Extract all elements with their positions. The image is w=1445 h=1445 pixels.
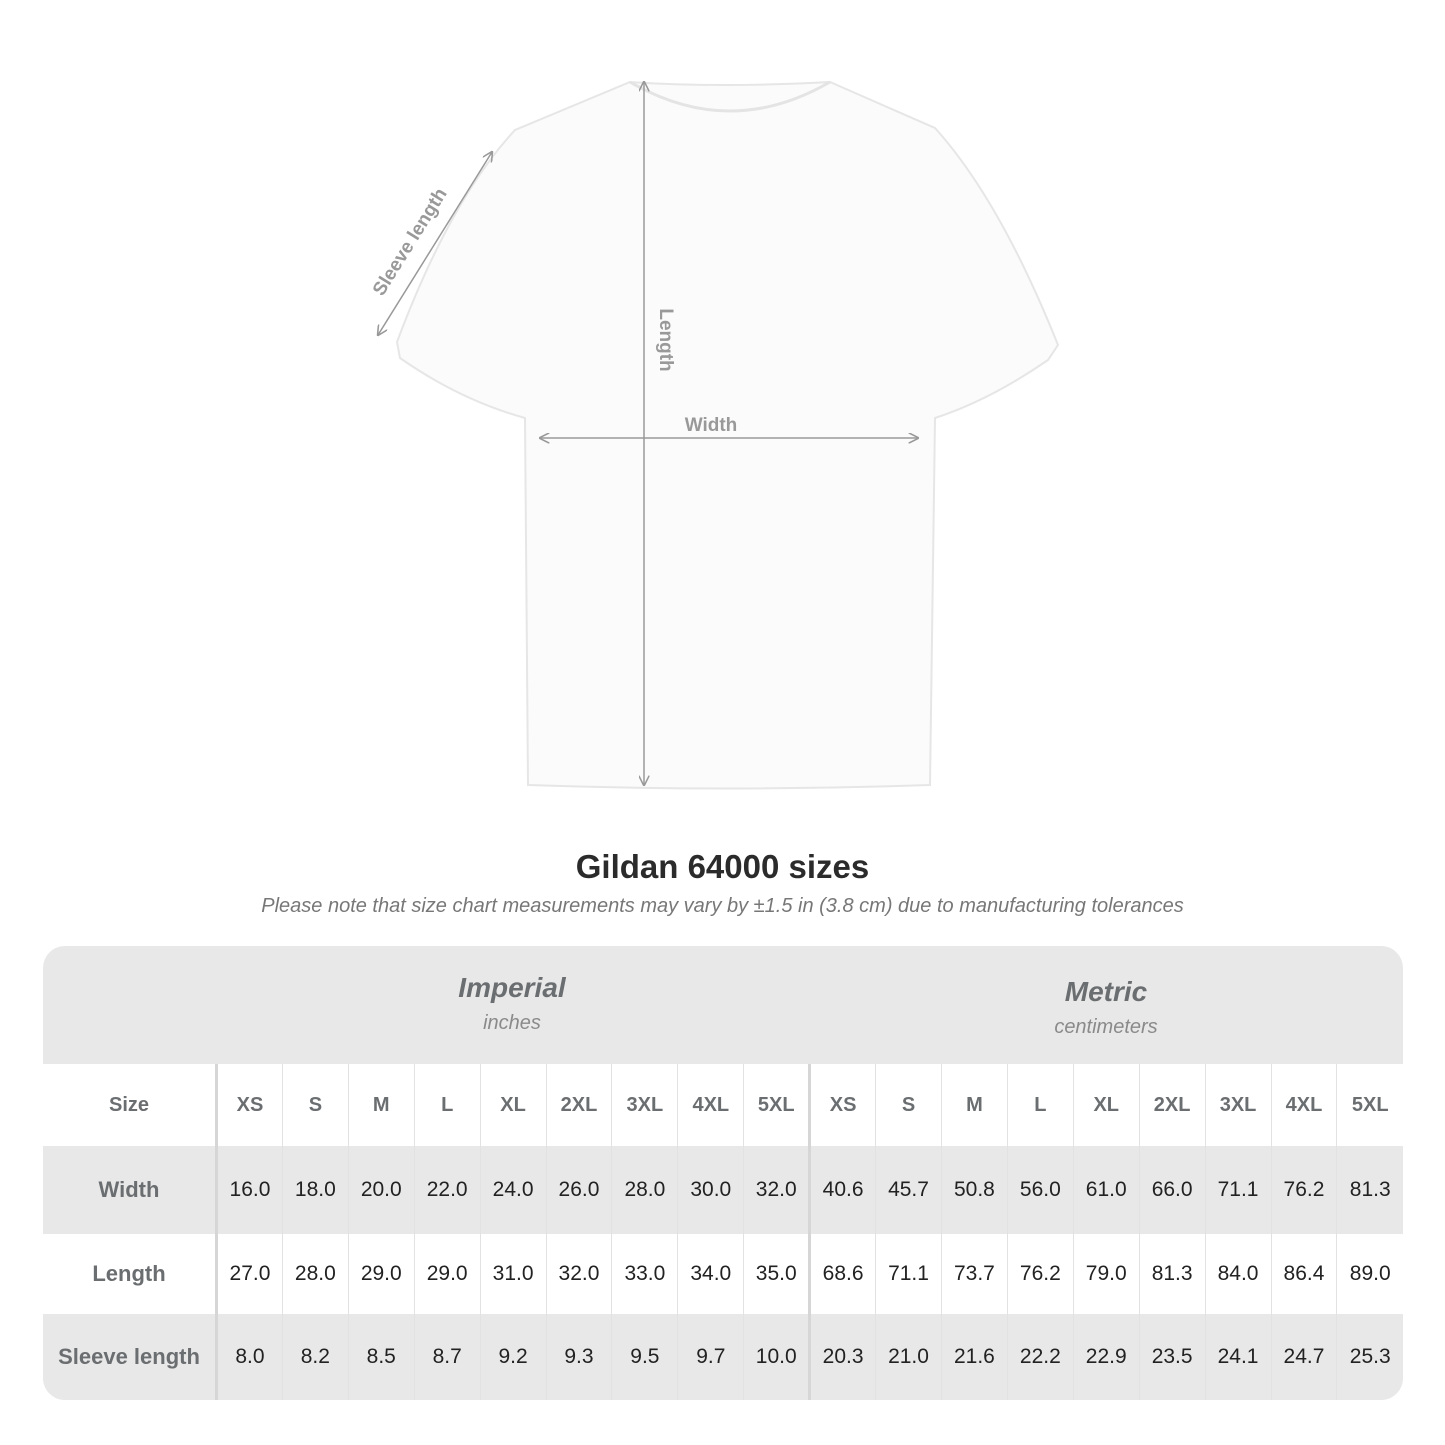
- metric-header: Metric centimeters: [809, 946, 1403, 1064]
- sleeve-measure-line: [378, 152, 492, 335]
- metric-value-cell: 23.5: [1138, 1314, 1206, 1400]
- imperial-size-4xl: 4XL: [677, 1064, 744, 1146]
- metric-size-xs: XS: [808, 1064, 876, 1146]
- imperial-value-cell: 33.0: [611, 1234, 678, 1314]
- imperial-value-cell: 22.0: [413, 1146, 481, 1234]
- row-label: Length: [43, 1234, 217, 1314]
- metric-size-2xl: 2XL: [1138, 1064, 1206, 1146]
- imperial-size-m: M: [347, 1064, 415, 1146]
- metric-value-cell: 21.6: [940, 1314, 1008, 1400]
- imperial-value-cell: 26.0: [545, 1146, 612, 1234]
- metric-size-4xl: 4XL: [1270, 1064, 1337, 1146]
- table-row: Sleeve length 8.0 8.2 8.5 8.7 9.2 9.3 9.5 9.7 10.…: [43, 1314, 1403, 1400]
- metric-value-cell: 24.1: [1204, 1314, 1271, 1400]
- imperial-size-xl: XL: [479, 1064, 547, 1146]
- imperial-heading: Imperial: [458, 972, 566, 1003]
- metric-value-cell: 81.3: [1138, 1234, 1206, 1314]
- metric-heading: Metric: [1064, 976, 1148, 1007]
- imperial-size-3xl: 3XL: [611, 1064, 678, 1146]
- imperial-header: Imperial inches: [215, 946, 809, 1064]
- metric-value-cell: 45.7: [875, 1146, 942, 1234]
- imperial-value-cell: 16.0: [215, 1146, 283, 1234]
- metric-value-cell: 73.7: [940, 1234, 1008, 1314]
- metric-size-s: S: [875, 1064, 942, 1146]
- metric-size-l: L: [1006, 1064, 1074, 1146]
- metric-value-cell: 40.6: [808, 1146, 876, 1234]
- length-label: Length: [655, 308, 676, 371]
- imperial-value-cell: 8.0: [215, 1314, 283, 1400]
- imperial-value-cell: 9.7: [677, 1314, 744, 1400]
- imperial-value-cell: 24.0: [479, 1146, 547, 1234]
- metric-value-cell: 84.0: [1204, 1234, 1271, 1314]
- imperial-value-cell: 8.5: [347, 1314, 415, 1400]
- metric-value-cell: 21.0: [875, 1314, 942, 1400]
- metric-value-cell: 61.0: [1072, 1146, 1140, 1234]
- imperial-size-5xl: 5XL: [743, 1064, 810, 1146]
- metric-size-xl: XL: [1072, 1064, 1140, 1146]
- size-label: Size: [43, 1064, 217, 1146]
- metric-value-cell: 71.1: [1204, 1146, 1271, 1234]
- metric-value-cell: 66.0: [1138, 1146, 1206, 1234]
- imperial-size-xs: XS: [215, 1064, 283, 1146]
- metric-value-cell: 56.0: [1006, 1146, 1074, 1234]
- table-row: Length 27.0 28.0 29.0 29.0 31.0 32.0 33.0 34.0 35…: [43, 1234, 1403, 1314]
- imperial-value-cell: 34.0: [677, 1234, 744, 1314]
- metric-value-cell: 24.7: [1270, 1314, 1337, 1400]
- imperial-value-cell: 8.2: [281, 1314, 349, 1400]
- metric-value-cell: 86.4: [1270, 1234, 1337, 1314]
- imperial-value-cell: 10.0: [743, 1314, 810, 1400]
- tolerance-note: Please note that size chart measurements…: [261, 895, 1184, 917]
- table-row: Width 16.0 18.0 20.0 22.0 24.0 26.0 28.0 30.0 32.…: [43, 1146, 1403, 1234]
- metric-value-cell: 79.0: [1072, 1234, 1140, 1314]
- imperial-value-cell: 32.0: [545, 1234, 612, 1314]
- row-label: Sleeve length: [43, 1314, 217, 1400]
- tshirt-diagram: Sleeve length Length Width: [369, 80, 1060, 790]
- imperial-value-cell: 9.2: [479, 1314, 547, 1400]
- metric-value-cell: 22.2: [1006, 1314, 1074, 1400]
- imperial-value-cell: 18.0: [281, 1146, 349, 1234]
- metric-value-cell: 76.2: [1270, 1146, 1337, 1234]
- metric-size-5xl: 5XL: [1336, 1064, 1403, 1146]
- imperial-value-cell: 27.0: [215, 1234, 283, 1314]
- metric-unit: centimeters: [1054, 1016, 1158, 1038]
- imperial-value-cell: 32.0: [743, 1146, 810, 1234]
- imperial-value-cell: 9.5: [611, 1314, 678, 1400]
- metric-value-cell: 25.3: [1336, 1314, 1403, 1400]
- metric-value-cell: 89.0: [1336, 1234, 1403, 1314]
- metric-value-cell: 76.2: [1006, 1234, 1074, 1314]
- imperial-size-2xl: 2XL: [545, 1064, 612, 1146]
- metric-size-m: M: [940, 1064, 1008, 1146]
- metric-value-cell: 50.8: [940, 1146, 1008, 1234]
- imperial-value-cell: 30.0: [677, 1146, 744, 1234]
- size-chart: Imperial inches Metric centimeters Size X…: [43, 946, 1403, 1400]
- page-title: Gildan 64000 sizes: [575, 848, 870, 885]
- imperial-unit: inches: [483, 1012, 541, 1034]
- imperial-value-cell: 31.0: [479, 1234, 547, 1314]
- row-label: Width: [43, 1146, 217, 1234]
- imperial-value-cell: 9.3: [545, 1314, 612, 1400]
- imperial-size-l: L: [413, 1064, 481, 1146]
- metric-value-cell: 71.1: [875, 1234, 942, 1314]
- imperial-value-cell: 29.0: [413, 1234, 481, 1314]
- metric-size-3xl: 3XL: [1204, 1064, 1271, 1146]
- imperial-value-cell: 35.0: [743, 1234, 810, 1314]
- imperial-value-cell: 28.0: [611, 1146, 678, 1234]
- imperial-value-cell: 28.0: [281, 1234, 349, 1314]
- imperial-value-cell: 20.0: [347, 1146, 415, 1234]
- width-label: Width: [685, 415, 738, 436]
- size-table: Size XS S M L XL 2XL 3XL 4XL 5XL XS S M L XL 2XL 3XL 4XL 5…: [43, 1064, 1403, 1400]
- metric-value-cell: 20.3: [808, 1314, 876, 1400]
- imperial-value-cell: 8.7: [413, 1314, 481, 1400]
- imperial-value-cell: 29.0: [347, 1234, 415, 1314]
- metric-value-cell: 68.6: [808, 1234, 876, 1314]
- imperial-size-s: S: [281, 1064, 349, 1146]
- size-header-row: Size XS S M L XL 2XL 3XL 4XL 5XL XS S M L XL 2XL 3XL 4XL 5…: [43, 1064, 1403, 1146]
- metric-value-cell: 22.9: [1072, 1314, 1140, 1400]
- metric-value-cell: 81.3: [1336, 1146, 1403, 1234]
